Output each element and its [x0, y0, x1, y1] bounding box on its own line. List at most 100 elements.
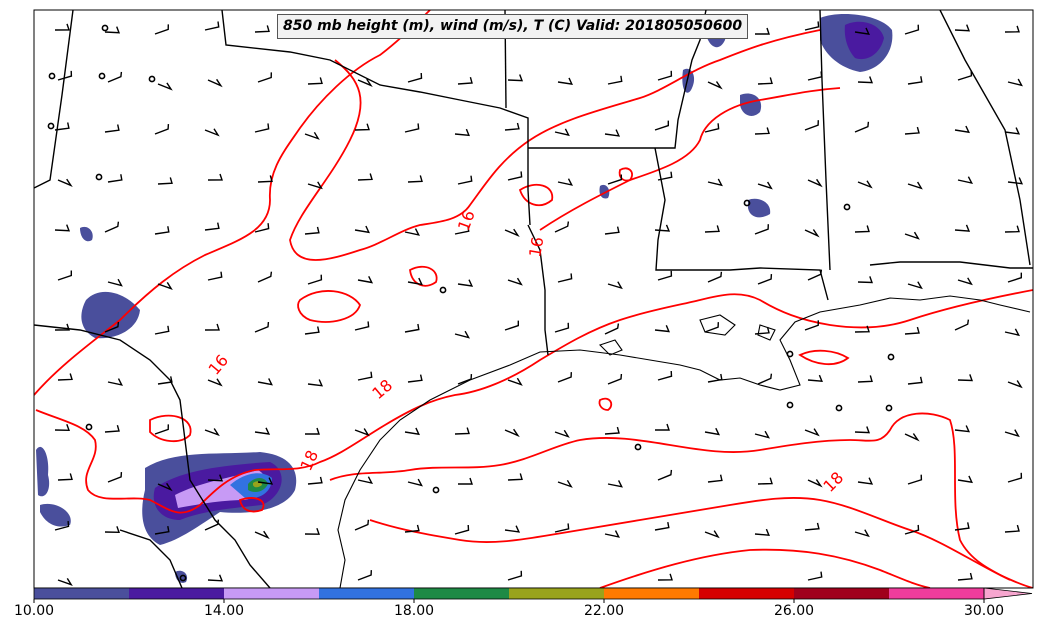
- wind-barb: [454, 524, 470, 535]
- wind-barb: [804, 320, 819, 331]
- wind-barb: [607, 75, 623, 85]
- wind-barb: [507, 277, 523, 286]
- wind-barb: [254, 321, 270, 333]
- wind-barb: [307, 379, 324, 387]
- wind-barb: [354, 123, 370, 131]
- wind-barb: [654, 325, 671, 333]
- wind-barb: [304, 131, 320, 140]
- wind-barb: [357, 476, 374, 485]
- wind-barb: [305, 427, 320, 435]
- wind-barb: [757, 477, 773, 485]
- wind-barb: [157, 376, 173, 385]
- wind-barb: [57, 70, 73, 81]
- colorbar-swatch: [699, 588, 794, 599]
- wind-barb: [304, 226, 320, 235]
- wind-barb: [704, 123, 720, 133]
- wind-barb: [604, 226, 620, 235]
- wind-barb: [104, 26, 121, 34]
- wind-barb: [307, 181, 323, 190]
- wind-barb: [357, 78, 373, 87]
- wind-barb: [554, 523, 570, 533]
- wind-barb: [157, 82, 173, 91]
- wind-barb: [304, 326, 320, 335]
- wind-barb: [907, 281, 923, 290]
- wind-barb: [954, 425, 971, 433]
- wind-barb: [954, 224, 971, 232]
- wind-barb: [204, 222, 220, 231]
- wind-barb: [207, 474, 224, 482]
- wind-barb: [954, 319, 970, 331]
- wind-barb: [754, 224, 769, 235]
- wind-barb: [54, 424, 71, 432]
- wind-barb: [157, 282, 173, 291]
- wind-barb: [1004, 25, 1020, 33]
- wind-barb: [357, 570, 372, 581]
- colorbar-tick-label: 14.00: [203, 603, 245, 619]
- wind-barb: [757, 274, 773, 285]
- wind-barb: [804, 428, 820, 437]
- colorbar-swatch: [889, 588, 984, 599]
- wind-barb: [554, 429, 570, 438]
- wind-barb: [554, 322, 570, 333]
- wind-barb: [954, 125, 970, 134]
- wind-barb: [454, 225, 470, 235]
- wind-barb: [154, 124, 170, 135]
- wind-barb: [54, 122, 70, 131]
- colorbar-swatch: [224, 588, 319, 599]
- wind-barb: [854, 529, 870, 538]
- wind-barb: [57, 178, 73, 187]
- wind-barb: [204, 519, 220, 531]
- wind-barb: [157, 177, 173, 185]
- wind-barb: [404, 524, 420, 533]
- wind-barb: [458, 477, 473, 485]
- wind-barb: [457, 374, 473, 385]
- wind-barb: [704, 530, 720, 539]
- wind-barb: [707, 178, 723, 187]
- wind-barb: [557, 178, 573, 186]
- wind-barb: [307, 77, 323, 85]
- wind-barb: [607, 281, 623, 290]
- wind-barb: [657, 270, 673, 281]
- wind-barb: [804, 229, 820, 238]
- wind-barb: [54, 224, 71, 232]
- wind-barb: [107, 278, 123, 287]
- wind-barb: [707, 271, 723, 283]
- wind-barb: [557, 479, 573, 488]
- wind-barb: [357, 173, 373, 181]
- wind-barb: [904, 231, 920, 240]
- wind-barb: [1004, 225, 1020, 233]
- wind-barb: [707, 373, 723, 383]
- wind-barb: [407, 175, 423, 183]
- wind-barb: [254, 530, 270, 540]
- wind-barb: [1004, 328, 1021, 337]
- wind-barb: [204, 428, 220, 437]
- coastline: [337, 295, 1031, 588]
- wind-barb: [607, 373, 623, 385]
- wind-barb: [755, 27, 770, 35]
- wind-barb: [507, 570, 523, 581]
- wind-barb: [754, 127, 770, 135]
- wind-barb: [557, 372, 572, 383]
- wind-barb: [454, 427, 470, 435]
- wind-barbs: [54, 20, 1024, 587]
- wind-barb: [57, 373, 73, 381]
- wind-barb: [207, 173, 223, 181]
- wind-barb: [804, 21, 820, 31]
- wind-barb: [957, 572, 973, 581]
- wind-barb: [107, 71, 123, 83]
- colorbar-tick-label: 26.00: [773, 603, 815, 619]
- wind-barb: [907, 376, 923, 385]
- wind-barb: [504, 122, 520, 131]
- wind-barb: [957, 277, 973, 286]
- wind-barb: [904, 524, 920, 535]
- wind-barb: [604, 323, 620, 335]
- wind-barb: [104, 321, 120, 333]
- wind-barb: [257, 477, 274, 485]
- wind-barb: [207, 271, 223, 281]
- wind-barb: [357, 275, 374, 284]
- wind-barb: [554, 128, 570, 137]
- wind-barb: [357, 371, 373, 381]
- wind-barb: [954, 24, 971, 32]
- wind-barb: [507, 171, 523, 181]
- wind-barb: [654, 120, 669, 131]
